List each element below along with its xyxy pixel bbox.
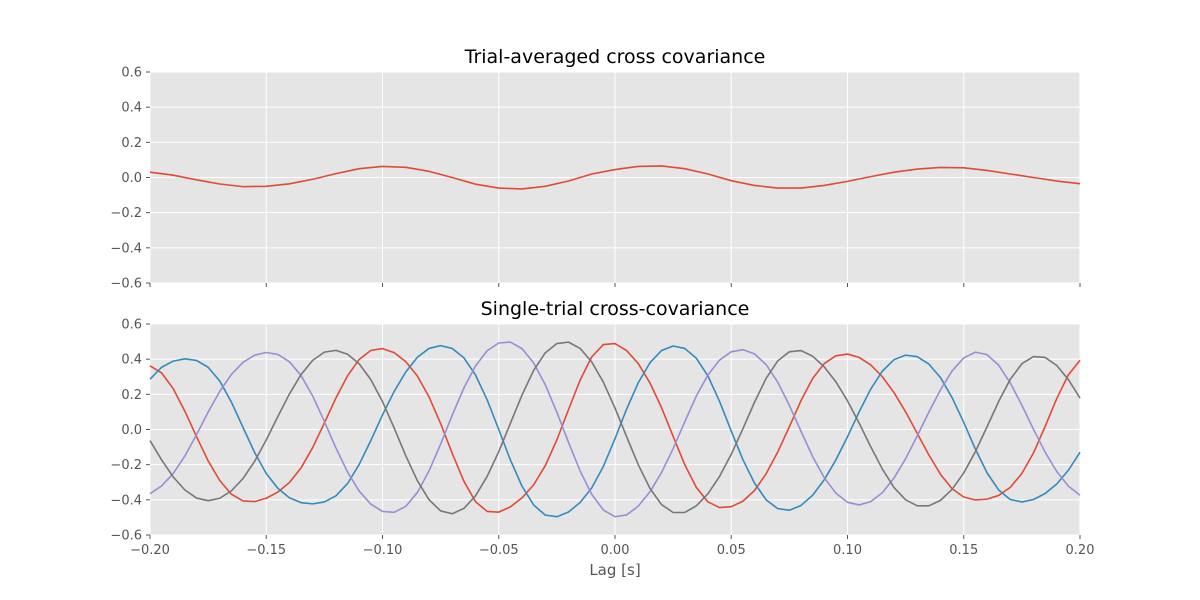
- y-tick-label: −0.2: [110, 206, 142, 221]
- y-tick-label: 0.2: [121, 388, 142, 403]
- x-tick-label: −0.05: [479, 543, 519, 558]
- y-tick-label: −0.6: [110, 529, 142, 544]
- y-tick-label: −0.2: [110, 458, 142, 473]
- series-group: [149, 341, 1081, 518]
- series-line-0: [149, 165, 1081, 190]
- x-tick-label: 0.00: [601, 543, 630, 558]
- x-axis-label: Lag [s]: [589, 561, 640, 579]
- chart-title: Trial-averaged cross covariance: [464, 46, 766, 68]
- y-tick-label: 0.6: [121, 318, 142, 333]
- x-tick-label: −0.15: [246, 543, 286, 558]
- y-tick-label: 0.2: [121, 136, 142, 151]
- ticks: −0.20 −0.15 −0.10 −0.05 0.00 0.05 0.10 0.15 0.20…: [110, 318, 1094, 559]
- y-tick-label: −0.4: [110, 493, 142, 508]
- trial-averaged-panel: −0.6 −0.4 −0.2 0.0 0.2 0.4 0.6 Trial-averaged …: [110, 46, 1081, 292]
- x-tick-label: 0.10: [833, 543, 862, 558]
- series-line-0: [149, 342, 1081, 513]
- series-line-3: [149, 341, 1081, 515]
- y-tick-label: −0.4: [110, 241, 142, 256]
- chart-title: Single-trial cross-covariance: [481, 298, 750, 320]
- x-tick-label: −0.10: [363, 543, 403, 558]
- y-tick-label: 0.4: [121, 101, 142, 116]
- y-tick-label: 0.0: [121, 423, 142, 438]
- y-tick-label: 0.4: [121, 353, 142, 368]
- series-line-2: [149, 341, 1081, 518]
- x-tick-label: 0.05: [717, 543, 746, 558]
- series-line-1: [149, 344, 1081, 518]
- y-tick-label: 0.6: [121, 66, 142, 81]
- x-tick-label: 0.20: [1066, 543, 1095, 558]
- x-tick-label: −0.20: [130, 543, 170, 558]
- x-tick-label: 0.15: [949, 543, 978, 558]
- single-trial-panel: −0.20 −0.15 −0.10 −0.05 0.00 0.05 0.10 0.15 0.20…: [110, 298, 1094, 579]
- y-tick-label: 0.0: [121, 171, 142, 186]
- series-group: [149, 165, 1081, 190]
- y-tick-label: −0.6: [110, 277, 142, 292]
- ticks: −0.6 −0.4 −0.2 0.0 0.2 0.4 0.6: [110, 66, 1081, 292]
